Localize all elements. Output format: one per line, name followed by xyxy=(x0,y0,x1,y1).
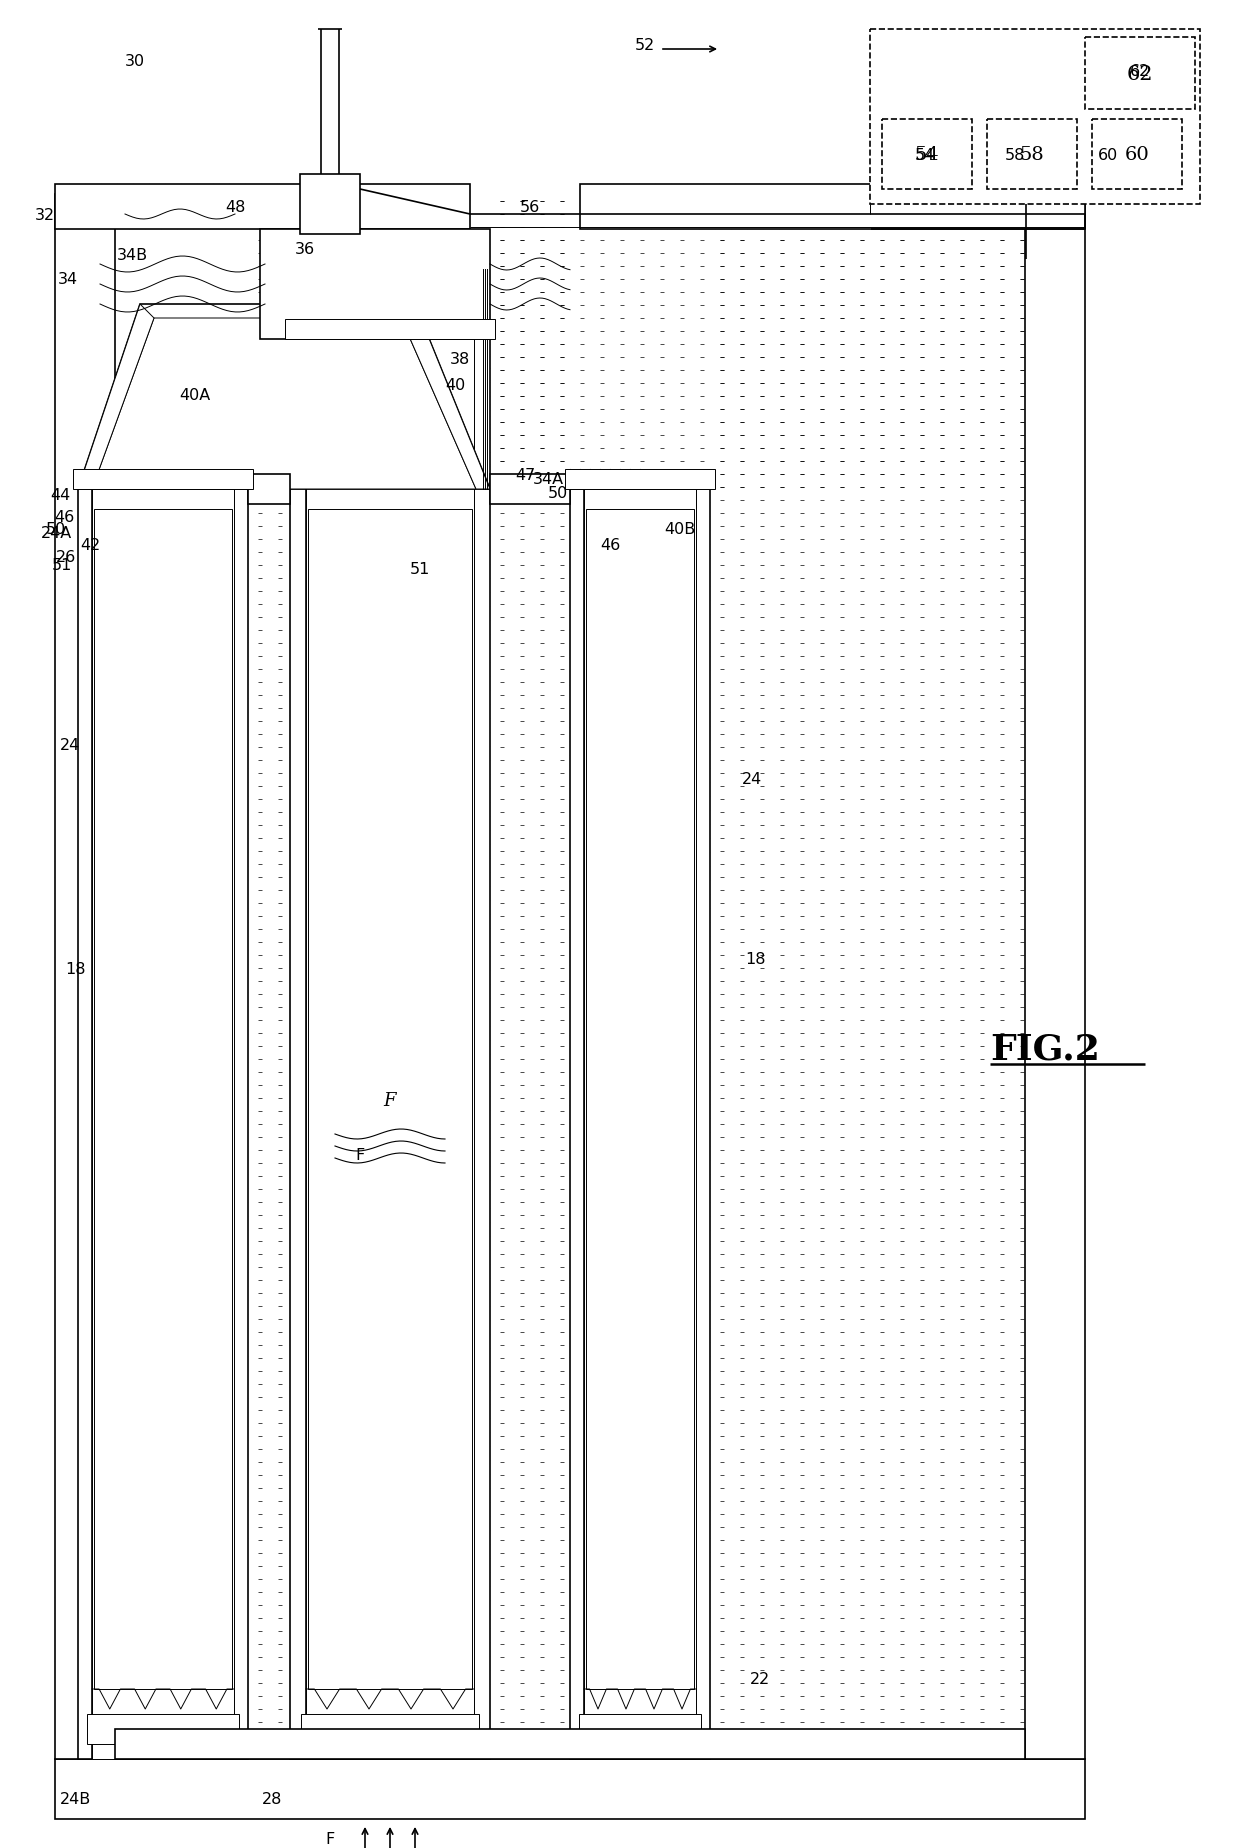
Text: 52: 52 xyxy=(635,37,655,52)
Text: 18: 18 xyxy=(64,963,86,978)
Text: 24: 24 xyxy=(742,772,763,787)
Text: 47: 47 xyxy=(515,468,536,482)
Bar xyxy=(78,490,92,1759)
Polygon shape xyxy=(401,305,490,490)
Text: 34: 34 xyxy=(58,272,78,286)
Text: 51: 51 xyxy=(409,562,430,577)
Text: 26: 26 xyxy=(56,551,76,565)
Text: 62: 62 xyxy=(1130,65,1151,79)
Text: F: F xyxy=(383,1092,397,1109)
Text: 34B: 34B xyxy=(117,248,148,262)
Bar xyxy=(94,510,232,1689)
Text: 50: 50 xyxy=(548,486,568,501)
Text: 60: 60 xyxy=(1097,148,1118,163)
Bar xyxy=(55,194,115,1759)
Bar xyxy=(55,185,470,229)
Bar xyxy=(1085,39,1195,109)
Bar xyxy=(1025,194,1085,1759)
Text: FIG.2: FIG.2 xyxy=(990,1033,1100,1066)
Bar xyxy=(306,340,474,1759)
Bar xyxy=(300,176,360,235)
Bar xyxy=(587,510,694,1689)
Text: 38: 38 xyxy=(450,353,470,368)
Text: 40A: 40A xyxy=(180,388,211,403)
Bar xyxy=(1092,120,1182,190)
Bar xyxy=(579,1715,701,1745)
Bar xyxy=(290,340,306,1759)
Text: F: F xyxy=(356,1148,365,1162)
Text: 34A: 34A xyxy=(532,473,563,488)
Bar xyxy=(285,320,495,340)
Text: 46: 46 xyxy=(53,510,74,525)
Text: 32: 32 xyxy=(35,207,55,222)
Bar xyxy=(308,510,472,1689)
Bar xyxy=(248,475,290,505)
Bar xyxy=(580,185,1085,229)
Text: 54: 54 xyxy=(915,148,935,163)
Bar xyxy=(490,475,570,505)
Bar xyxy=(115,1730,1025,1759)
Text: 60: 60 xyxy=(1125,146,1149,164)
Bar xyxy=(301,1715,479,1745)
Bar xyxy=(55,1759,1085,1818)
Bar xyxy=(584,490,696,1759)
Text: 24: 24 xyxy=(60,737,81,752)
Text: 50: 50 xyxy=(46,523,66,538)
Polygon shape xyxy=(92,320,476,490)
Text: 51: 51 xyxy=(52,558,72,573)
Text: 62: 62 xyxy=(1127,65,1153,83)
Text: 56: 56 xyxy=(520,200,541,216)
Bar xyxy=(570,490,584,1759)
Text: 24A: 24A xyxy=(41,525,72,540)
Bar xyxy=(73,469,253,490)
Bar xyxy=(882,120,972,190)
Bar xyxy=(260,229,490,340)
Text: 30: 30 xyxy=(125,54,145,70)
Text: 22: 22 xyxy=(750,1672,770,1687)
Bar xyxy=(565,469,715,490)
Bar xyxy=(987,120,1078,190)
Text: 42: 42 xyxy=(79,538,100,553)
Text: 18: 18 xyxy=(745,952,765,967)
Text: 36: 36 xyxy=(295,242,315,257)
Text: F: F xyxy=(325,1831,335,1846)
Text: 58: 58 xyxy=(1004,148,1025,163)
Bar xyxy=(474,340,490,1759)
Text: 58: 58 xyxy=(1019,146,1044,164)
Polygon shape xyxy=(78,305,154,490)
Bar xyxy=(92,490,234,1759)
Text: 24B: 24B xyxy=(60,1791,91,1807)
Text: 44: 44 xyxy=(50,488,71,503)
Text: 40B: 40B xyxy=(665,523,696,538)
Bar xyxy=(696,490,711,1759)
Bar xyxy=(234,490,248,1759)
Bar xyxy=(870,30,1200,205)
Polygon shape xyxy=(78,305,490,490)
Text: 28: 28 xyxy=(262,1791,283,1807)
Text: 40: 40 xyxy=(445,377,465,392)
Text: 46: 46 xyxy=(600,538,620,553)
Text: 48: 48 xyxy=(224,200,246,216)
Bar xyxy=(87,1715,239,1745)
Text: 54: 54 xyxy=(915,146,940,164)
